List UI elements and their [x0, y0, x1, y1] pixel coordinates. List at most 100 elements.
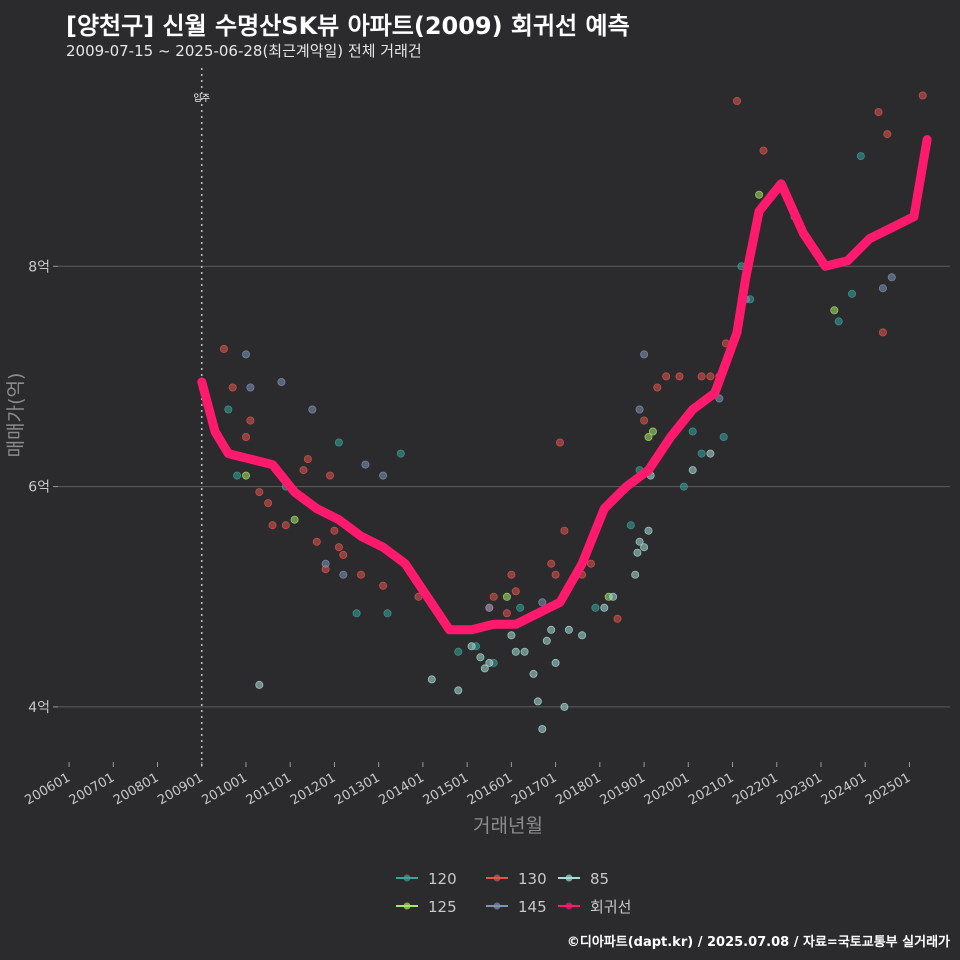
data-point-145 [379, 471, 388, 480]
data-point-130 [330, 526, 339, 535]
data-point-120 [454, 647, 463, 656]
data-point-120 [848, 289, 857, 298]
data-point-85 [538, 725, 547, 734]
x-tick-label: 201301 [332, 770, 382, 808]
data-point-85 [706, 449, 715, 458]
move-in-label: 입주 [193, 92, 210, 104]
data-point-85 [688, 466, 697, 475]
data-point-130 [356, 570, 365, 579]
y-tick-label: 4억 [28, 700, 50, 716]
data-point-130 [874, 108, 883, 117]
data-point-130 [507, 570, 516, 579]
data-point-130 [918, 91, 927, 100]
y-axis-label: 매매가(억) [5, 373, 27, 458]
data-point-85 [551, 658, 560, 667]
data-point-85 [631, 570, 640, 579]
data-point-130 [733, 97, 742, 106]
x-tick-label: 202301 [775, 770, 825, 808]
data-point-130 [502, 609, 511, 618]
data-point-130 [706, 372, 715, 381]
data-point-85 [609, 592, 618, 601]
data-point-125 [502, 592, 511, 601]
data-point-145 [538, 598, 547, 607]
data-point-130 [264, 499, 273, 508]
data-point-145 [308, 405, 317, 414]
data-point-120 [334, 438, 343, 447]
legend-label: 125 [428, 898, 457, 916]
data-point-120 [591, 603, 600, 612]
data-point-85 [635, 537, 644, 546]
y-axis: 4억 6억 8억 [28, 259, 58, 716]
data-point-130 [759, 146, 768, 155]
data-point-120 [834, 317, 843, 326]
data-point-130 [339, 550, 348, 559]
data-point-125 [241, 471, 250, 480]
x-axis-label: 거래년월 [473, 815, 543, 837]
scatter-points [219, 91, 927, 734]
regression-line [197, 135, 932, 635]
x-tick-label: 201001 [199, 770, 249, 808]
x-tick-label: 201501 [421, 770, 471, 808]
data-point-130 [560, 526, 569, 535]
data-point-120 [626, 521, 635, 530]
data-point-130 [219, 344, 228, 353]
data-point-130 [662, 372, 671, 381]
legend-item-145: 145 [486, 898, 547, 916]
data-point-85 [560, 702, 569, 711]
data-point-85 [480, 664, 489, 673]
data-point-85 [600, 603, 609, 612]
data-point-130 [334, 543, 343, 552]
data-point-130 [551, 570, 560, 579]
data-point-85 [454, 686, 463, 695]
data-point-145 [887, 273, 896, 282]
x-tick-label: 200901 [155, 770, 205, 808]
data-point-130 [697, 372, 706, 381]
x-tick-label: 202501 [863, 770, 913, 808]
data-point-85 [507, 631, 516, 640]
data-point-130 [489, 592, 498, 601]
legend-label: 120 [428, 870, 457, 888]
data-point-120 [679, 482, 688, 491]
x-tick-label: 200601 [23, 770, 73, 808]
data-point-130 [303, 455, 312, 464]
x-tick-label: 201401 [376, 770, 426, 808]
data-point-85 [564, 625, 573, 634]
data-point-85 [467, 642, 476, 651]
x-tick-label: 202001 [642, 770, 692, 808]
legend-label: 145 [518, 898, 547, 916]
data-point-85 [542, 636, 551, 645]
data-point-130 [511, 587, 520, 596]
data-point-85 [476, 653, 485, 662]
x-tick-label: 201201 [288, 770, 338, 808]
x-tick-label: 201601 [465, 770, 515, 808]
legend-swatch-dot [565, 902, 573, 910]
legend-swatch-dot [493, 902, 501, 910]
data-point-130 [587, 559, 596, 568]
data-point-145 [241, 350, 250, 359]
data-point-85 [427, 675, 436, 684]
data-point-130 [246, 416, 255, 425]
x-tick-label: 200701 [67, 770, 117, 808]
data-point-145 [246, 383, 255, 392]
data-point-130 [228, 383, 237, 392]
data-point-130 [547, 559, 556, 568]
legend: 120 130 85 125 145 회귀선 [396, 870, 631, 916]
data-point-120 [719, 432, 728, 441]
grid-layer [58, 265, 950, 708]
legend-label: 회귀선 [590, 898, 631, 916]
data-point-120 [233, 471, 242, 480]
data-point-145 [485, 603, 494, 612]
y-tick-label: 8억 [28, 259, 50, 275]
data-point-125 [830, 306, 839, 315]
data-point-125 [290, 515, 299, 524]
data-point-85 [485, 658, 494, 667]
data-point-120 [352, 609, 361, 618]
data-point-125 [644, 432, 653, 441]
data-point-120 [516, 603, 525, 612]
x-tick-label: 201801 [553, 770, 603, 808]
data-point-130 [379, 581, 388, 590]
data-point-85 [640, 543, 649, 552]
x-tick-label: 201701 [509, 770, 559, 808]
data-point-130 [675, 372, 684, 381]
data-point-85 [547, 625, 556, 634]
